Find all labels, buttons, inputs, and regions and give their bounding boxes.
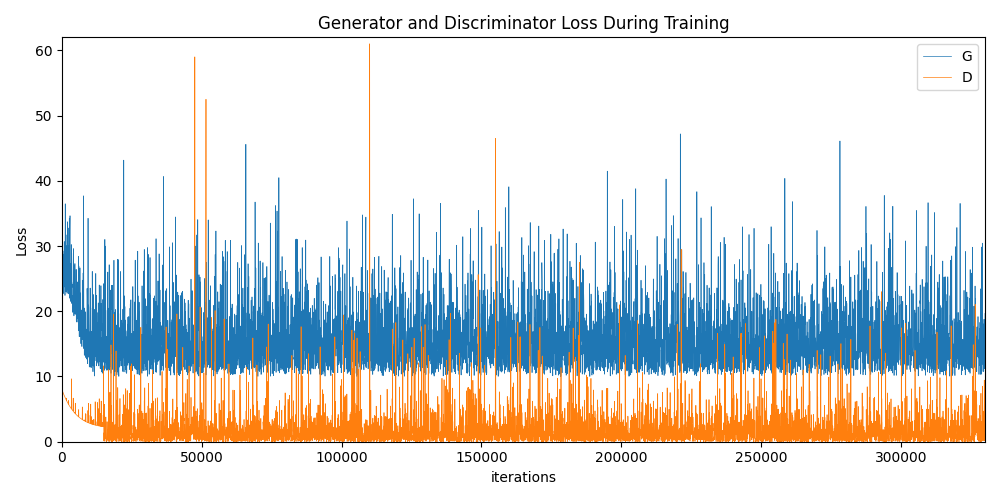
- X-axis label: iterations: iterations: [490, 471, 556, 485]
- Title: Generator and Discriminator Loss During Training: Generator and Discriminator Loss During …: [318, 15, 729, 33]
- D: [420, 438, 432, 444]
- G: [979, 310, 991, 316]
- G: [649, 358, 661, 364]
- D: [266, 438, 278, 444]
- D: [979, 438, 991, 444]
- Line: D: D: [62, 44, 985, 442]
- G: [554, 354, 566, 360]
- G: [555, 374, 567, 380]
- G: [266, 358, 278, 364]
- D: [167, 420, 179, 426]
- G: [167, 350, 179, 356]
- D: [364, 41, 376, 47]
- Line: G: G: [62, 134, 985, 376]
- D: [439, 432, 451, 438]
- G: [56, 292, 68, 298]
- Legend: G, D: G, D: [917, 44, 978, 90]
- Y-axis label: Loss: Loss: [15, 224, 29, 254]
- G: [439, 333, 451, 339]
- D: [56, 386, 68, 392]
- G: [674, 131, 686, 137]
- D: [649, 429, 661, 435]
- D: [924, 438, 936, 444]
- G: [420, 339, 432, 345]
- D: [554, 438, 566, 444]
